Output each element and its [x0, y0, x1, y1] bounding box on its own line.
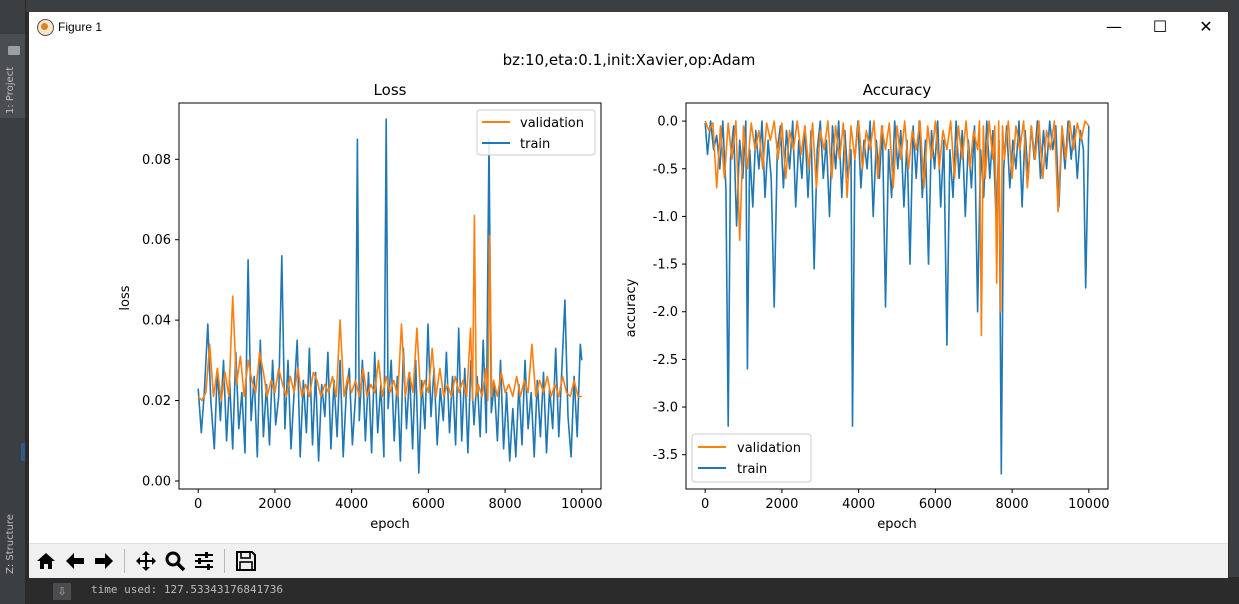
accuracy-legend: validation train: [691, 433, 812, 483]
accuracy-legend-train-label: train: [737, 462, 767, 477]
toolbar-separator: [124, 549, 125, 573]
close-button[interactable]: ✕: [1199, 17, 1213, 36]
accuracy-legend-validation-label: validation: [737, 441, 801, 456]
accuracy-ticks: 0 2000 4000 6000 8000 10000 0.0 -0.5 -1.0 -1.5 -2.…: [653, 115, 1110, 512]
accuracy-xtick-label: 4000: [842, 497, 875, 512]
accuracy-validation-line: [704, 120, 1090, 337]
figure-svg: bz:10,eta:0.1,init:Xavier,op:Adam Loss e…: [118, 51, 1109, 532]
loss-ytick-label: 0.04: [142, 314, 171, 329]
loss-xtick-label: 0: [194, 497, 202, 512]
accuracy-xtick-label: 6000: [919, 497, 952, 512]
loss-frame: [178, 102, 602, 490]
zoom-icon: [165, 551, 186, 572]
loss-validation-line: [197, 214, 582, 402]
accuracy-xtick-label: 2000: [765, 497, 798, 512]
accuracy-ytick-label: -3.5: [653, 448, 678, 463]
figure-canvas[interactable]: bz:10,eta:0.1,init:Xavier,op:Adam Loss e…: [29, 42, 1228, 543]
loss-xlabel: epoch: [370, 517, 410, 532]
accuracy-frame: [685, 102, 1109, 490]
figure-window: Figure 1 — ☐ ✕ bz:10,eta:0.1,init:Xavier…: [29, 12, 1228, 578]
loss-xtick-label: 2000: [258, 497, 291, 512]
back-arrow-icon: [66, 553, 84, 569]
loss-xtick-label: 10000: [561, 497, 602, 512]
accuracy-ytick-label: -0.5: [653, 162, 678, 177]
console-output: time used: 127.53343176841736: [91, 583, 284, 596]
save-icon: [236, 551, 256, 571]
window-titlebar[interactable]: Figure 1 — ☐ ✕: [29, 12, 1228, 42]
folder-icon: [8, 46, 20, 55]
forward-arrow-icon: [95, 553, 113, 569]
figure-suptitle: bz:10,eta:0.1,init:Xavier,op:Adam: [503, 51, 756, 69]
accuracy-ytick-label: -2.5: [653, 353, 678, 368]
loss-train-line: [197, 118, 583, 474]
loss-ticks: 0 2000 4000 6000 8000 10000 0.00 0.02 0.04 0.06 0.…: [142, 153, 602, 512]
ide-structure-tab-label: Z: Structure: [5, 514, 16, 574]
loss-axes: Loss epoch loss 0 2000 4000 6000 8000 10000 0.…: [118, 81, 602, 532]
loss-ytick-label: 0.08: [142, 153, 171, 168]
accuracy-ylabel: accuracy: [624, 278, 639, 337]
ide-right-strip: [1229, 12, 1239, 577]
forward-button[interactable]: [91, 548, 117, 574]
loss-xtick-label: 6000: [412, 497, 445, 512]
ide-console: ⇩ time used: 127.53343176841736: [25, 577, 1239, 604]
accuracy-xtick-label: 10000: [1068, 497, 1109, 512]
loss-legend-train-label: train: [520, 137, 550, 152]
accuracy-ytick-label: -1.5: [653, 258, 678, 273]
ide-left-marker: [21, 443, 25, 461]
loss-ytick-label: 0.02: [142, 394, 171, 409]
scroll-to-end-icon[interactable]: ⇩: [53, 583, 71, 600]
accuracy-axes: Accuracy epoch accuracy 0 2000 4000 6000 800…: [624, 81, 1109, 532]
loss-legend: validation train: [476, 109, 596, 156]
accuracy-lines: [704, 120, 1090, 475]
matplotlib-app-icon: [37, 19, 54, 36]
ide-project-tab[interactable]: 1: Project: [0, 34, 25, 118]
loss-lines: [197, 118, 583, 474]
accuracy-ytick-label: 0.0: [657, 115, 678, 130]
loss-xtick-label: 4000: [335, 497, 368, 512]
loss-ytick-label: 0.06: [142, 233, 171, 248]
pan-button[interactable]: [133, 548, 159, 574]
loss-ylabel: loss: [118, 285, 133, 310]
home-button[interactable]: [33, 548, 59, 574]
window-title: Figure 1: [58, 20, 103, 34]
accuracy-xtick-label: 0: [701, 497, 709, 512]
maximize-button[interactable]: ☐: [1152, 17, 1168, 36]
minimize-button[interactable]: —: [1106, 17, 1122, 36]
pan-icon: [136, 551, 156, 571]
accuracy-ytick-label: -1.0: [653, 210, 678, 225]
zoom-button[interactable]: [162, 548, 188, 574]
navigation-toolbar: [29, 543, 1228, 578]
loss-title: Loss: [374, 81, 407, 99]
ide-project-tab-label: 1: Project: [5, 66, 16, 114]
loss-xtick-label: 8000: [489, 497, 522, 512]
save-button[interactable]: [233, 548, 259, 574]
back-button[interactable]: [62, 548, 88, 574]
configure-subplots-button[interactable]: [191, 548, 217, 574]
accuracy-xlabel: epoch: [877, 517, 917, 532]
loss-legend-validation-label: validation: [520, 116, 584, 131]
accuracy-ytick-label: -3.0: [653, 401, 678, 416]
toolbar-separator: [224, 549, 225, 573]
accuracy-ytick-label: -2.0: [653, 305, 678, 320]
configure-subplots-icon: [195, 552, 213, 570]
loss-ytick-label: 0.00: [142, 474, 171, 489]
home-icon: [37, 553, 55, 569]
ide-top-strip: [25, 0, 1239, 12]
accuracy-xtick-label: 8000: [996, 497, 1029, 512]
accuracy-train-line: [704, 120, 1090, 475]
ide-structure-tab[interactable]: Z: Structure: [0, 500, 25, 578]
accuracy-title: Accuracy: [863, 81, 932, 99]
